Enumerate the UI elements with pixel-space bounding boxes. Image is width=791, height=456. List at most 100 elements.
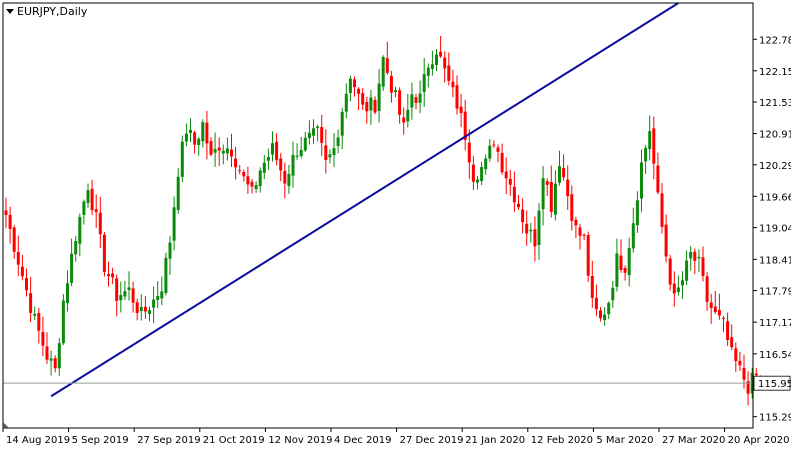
candle: [586, 231, 590, 282]
candle-body: [12, 227, 16, 252]
candle: [45, 332, 49, 364]
candle: [279, 153, 283, 182]
candle: [299, 136, 303, 159]
candle: [201, 119, 205, 148]
x-tick-label: 4 Dec 2019: [334, 435, 392, 446]
candle-body: [398, 90, 402, 115]
candle: [258, 167, 262, 193]
candle: [98, 196, 102, 248]
candle-body: [307, 132, 311, 139]
candle: [328, 149, 332, 164]
current-price-label-box: [753, 375, 791, 391]
candle: [86, 183, 90, 208]
candle-body: [111, 273, 115, 278]
trendline[interactable]: [50, 2, 679, 398]
candle: [246, 166, 250, 194]
candle-body: [82, 201, 86, 215]
candle-body: [53, 358, 57, 369]
candle: [344, 83, 348, 119]
candle-body: [217, 147, 221, 151]
candle-body: [430, 64, 434, 69]
candle-body: [615, 253, 619, 287]
candle: [61, 293, 65, 346]
candle-body: [467, 142, 471, 163]
candle: [20, 254, 24, 281]
candle-body: [98, 212, 102, 235]
candle: [512, 171, 516, 212]
candle-body: [693, 251, 697, 261]
candle-body: [701, 257, 705, 276]
candle-body: [287, 174, 291, 186]
candle-body: [410, 94, 414, 108]
candle: [607, 301, 611, 320]
candle: [107, 261, 110, 287]
candle: [353, 76, 356, 97]
candle-body: [529, 229, 533, 232]
candle: [726, 312, 730, 346]
candle-body: [525, 223, 529, 234]
candle-body: [611, 287, 615, 301]
candle: [357, 87, 361, 111]
candle-body: [295, 155, 299, 157]
candle-body: [320, 126, 324, 143]
candle-body: [660, 193, 664, 227]
candle: [283, 162, 287, 199]
candle: [488, 139, 492, 162]
candle-body: [172, 207, 176, 241]
candle-body: [402, 117, 406, 123]
candle-body: [439, 51, 443, 57]
x-tick-label: 27 Dec 2019: [400, 435, 464, 446]
candle-body: [45, 346, 49, 360]
candle: [266, 148, 270, 171]
x-tick-label: 14 Aug 2019: [6, 435, 70, 446]
candle: [648, 115, 652, 161]
current-price-label: 115.959: [758, 379, 791, 390]
candle: [508, 169, 512, 196]
candle-body: [4, 210, 8, 215]
candle: [70, 238, 74, 287]
candle-body: [574, 219, 578, 226]
candle: [521, 198, 525, 234]
candle-body: [353, 79, 356, 88]
x-tick-label: 12 Feb 2020: [531, 435, 593, 446]
candle: [709, 293, 713, 324]
candle: [8, 206, 12, 244]
candle: [152, 286, 156, 324]
triangle-down-icon[interactable]: [6, 9, 14, 14]
candle-body: [558, 166, 561, 183]
candle-body: [189, 129, 192, 134]
x-tick-label: 5 Sep 2019: [72, 435, 129, 446]
candle: [529, 222, 533, 243]
candle-body: [209, 141, 213, 155]
candle: [672, 271, 676, 307]
candle-body: [508, 178, 512, 185]
candle: [435, 49, 438, 72]
candle-body: [119, 295, 123, 301]
candle-body: [156, 295, 160, 300]
candle: [660, 183, 664, 234]
candle-body: [377, 83, 381, 112]
candle: [176, 168, 180, 214]
candle: [738, 351, 742, 371]
candle-body: [381, 56, 385, 87]
candle: [312, 119, 315, 144]
candle-body: [697, 256, 701, 259]
candle-body: [123, 291, 127, 297]
candle: [689, 246, 693, 271]
candle-body: [168, 242, 172, 259]
candle-body: [29, 293, 33, 313]
candle-body: [586, 235, 590, 276]
candle: [394, 86, 397, 98]
candle-body: [742, 367, 746, 380]
y-tick-label: 120.910: [759, 130, 791, 141]
candle: [262, 154, 266, 180]
candle: [480, 161, 484, 186]
candle: [430, 50, 434, 76]
candle-body: [734, 348, 738, 362]
candle-body: [262, 162, 266, 173]
candle-body: [603, 314, 607, 321]
candle: [410, 82, 414, 120]
candle-body: [672, 283, 676, 294]
candle: [439, 36, 443, 59]
candle-body: [344, 93, 348, 112]
